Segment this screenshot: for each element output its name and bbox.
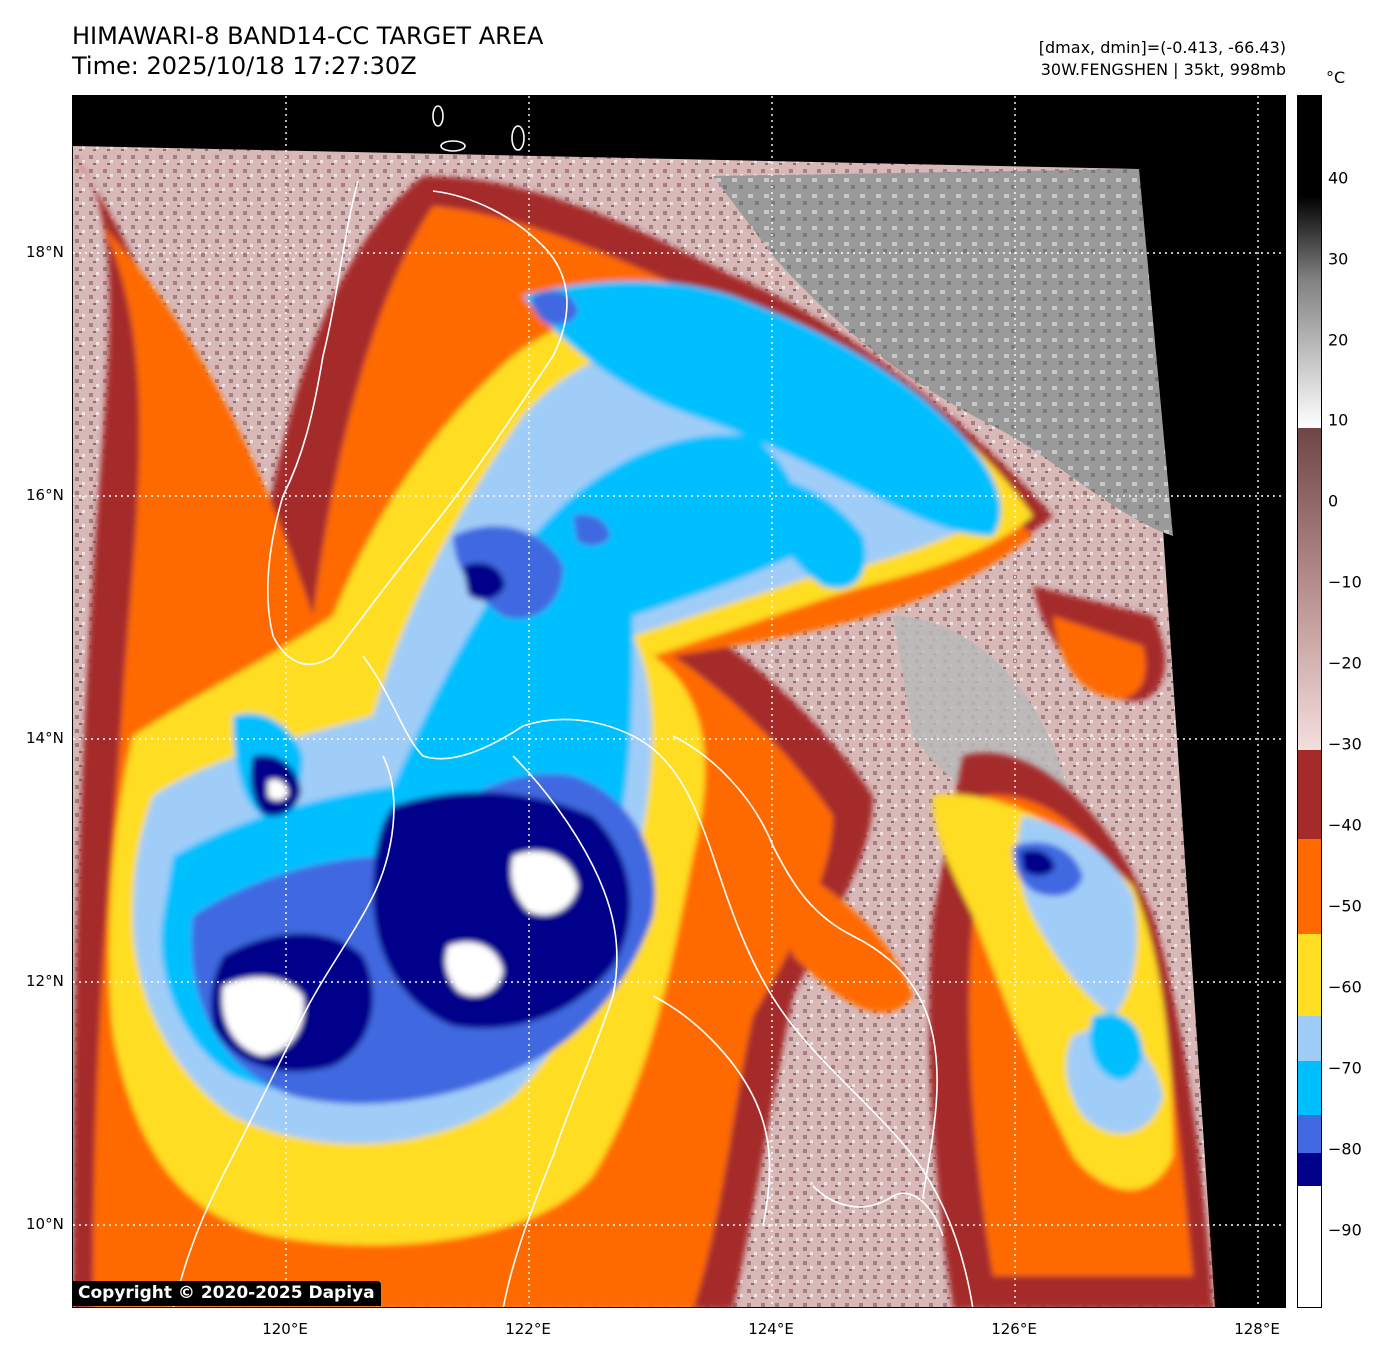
colorbar-tick-label: 40 (1328, 168, 1349, 188)
lon-tick-label: 120°E (262, 1320, 308, 1338)
colorbar-tick-label: −80 (1328, 1139, 1362, 1159)
map-time: Time: 2025/10/18 17:27:30Z (72, 52, 417, 80)
lon-tick-label: 122°E (505, 1320, 551, 1338)
colorbar-tick-label: −90 (1328, 1220, 1362, 1240)
lon-tick-label: 128°E (1234, 1320, 1280, 1338)
colorbar-tick-label: −30 (1328, 734, 1362, 754)
satellite-map (72, 95, 1286, 1308)
lat-tick-label: 12°N (26, 972, 64, 990)
colorbar-unit: °C (1326, 68, 1346, 87)
colorbar-tick-label: −60 (1328, 977, 1362, 997)
map-canvas (73, 96, 1285, 1307)
colorbar-tick-label: 10 (1328, 410, 1349, 430)
lat-tick-label: 10°N (26, 1215, 64, 1233)
colorbar-tick-label: −50 (1328, 896, 1362, 916)
graticule (73, 96, 1285, 1307)
lat-tick-label: 14°N (26, 729, 64, 747)
colorbar (1297, 95, 1322, 1308)
lon-tick-label: 124°E (748, 1320, 794, 1338)
dmax-dmin-readout: [dmax, dmin]=(-0.413, -66.43) (1038, 38, 1286, 57)
colorbar-tick-label: −10 (1328, 572, 1362, 592)
colorbar-ramp (1298, 96, 1321, 1307)
colorbar-tick-label: −70 (1328, 1058, 1362, 1078)
cloud-top-layers (73, 156, 1213, 1307)
colorbar-tick-label: −40 (1328, 815, 1362, 835)
colorbar-tick-label: 0 (1328, 491, 1339, 511)
colorbar-tick-label: 30 (1328, 249, 1349, 269)
lat-tick-label: 16°N (26, 486, 64, 504)
lon-tick-label: 126°E (991, 1320, 1037, 1338)
map-title: HIMAWARI-8 BAND14-CC TARGET AREA (72, 22, 544, 50)
copyright-badge: Copyright © 2020-2025 Dapiya (72, 1281, 381, 1306)
storm-info: 30W.FENGSHEN | 35kt, 998mb (1040, 60, 1286, 79)
lat-tick-label: 18°N (26, 243, 64, 261)
coastlines (172, 105, 974, 1307)
colorbar-tick-label: 20 (1328, 330, 1349, 350)
colorbar-tick-label: −20 (1328, 653, 1362, 673)
